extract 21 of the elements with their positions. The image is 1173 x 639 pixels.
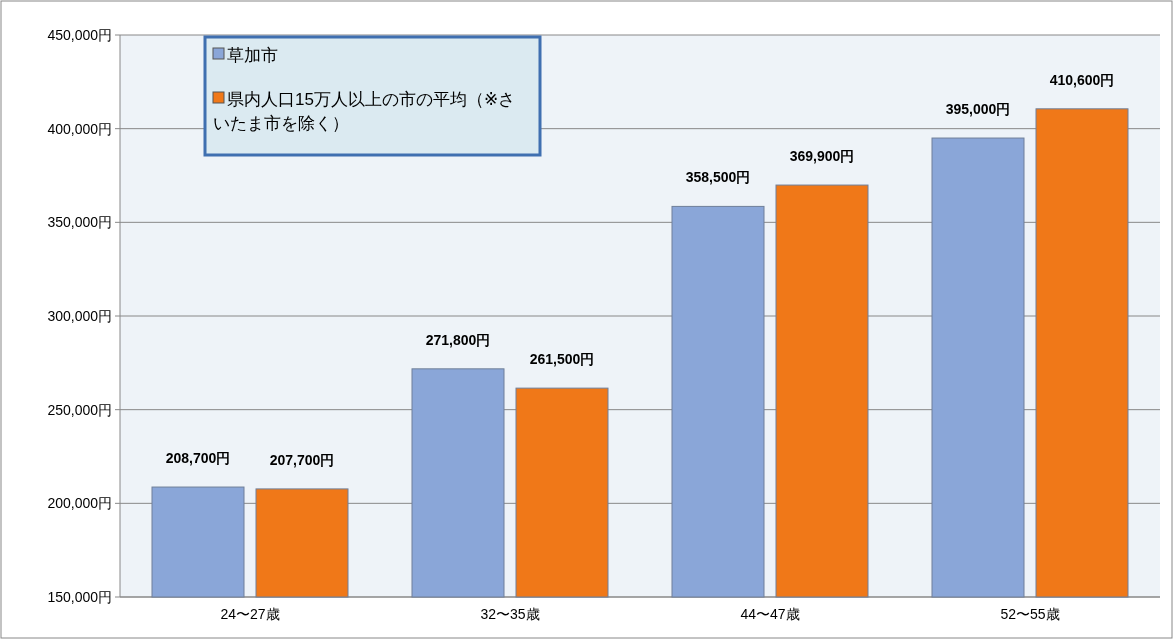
y-tick-label: 350,000円 <box>47 214 112 231</box>
x-tick-label: 32〜35歳 <box>480 606 540 622</box>
data-label: 358,500円 <box>685 169 751 186</box>
y-tick-label: 200,000円 <box>47 495 112 512</box>
data-label: 208,700円 <box>165 450 231 467</box>
x-tick-label: 24〜27歳 <box>220 606 280 622</box>
y-tick-label: 450,000円 <box>47 27 112 43</box>
y-tick-label: 250,000円 <box>47 401 112 418</box>
data-label: 271,800円 <box>425 331 491 348</box>
data-label: 261,500円 <box>529 351 595 368</box>
y-tick-label: 400,000円 <box>47 120 112 137</box>
data-label: 410,600円 <box>1049 71 1115 88</box>
legend-label: 県内人口15万人以上の市の平均（※さいたま市を除く） <box>213 90 516 133</box>
x-tick-label: 52〜55歳 <box>1000 606 1060 622</box>
data-label: 369,900円 <box>789 148 855 165</box>
y-tick-label: 150,000円 <box>47 589 112 605</box>
data-label: 207,700円 <box>269 451 335 468</box>
data-label: 395,000円 <box>945 101 1011 118</box>
legend-label: 草加市 <box>227 46 278 65</box>
x-tick-label: 44〜47歳 <box>740 606 800 622</box>
y-tick-label: 300,000円 <box>47 308 112 324</box>
